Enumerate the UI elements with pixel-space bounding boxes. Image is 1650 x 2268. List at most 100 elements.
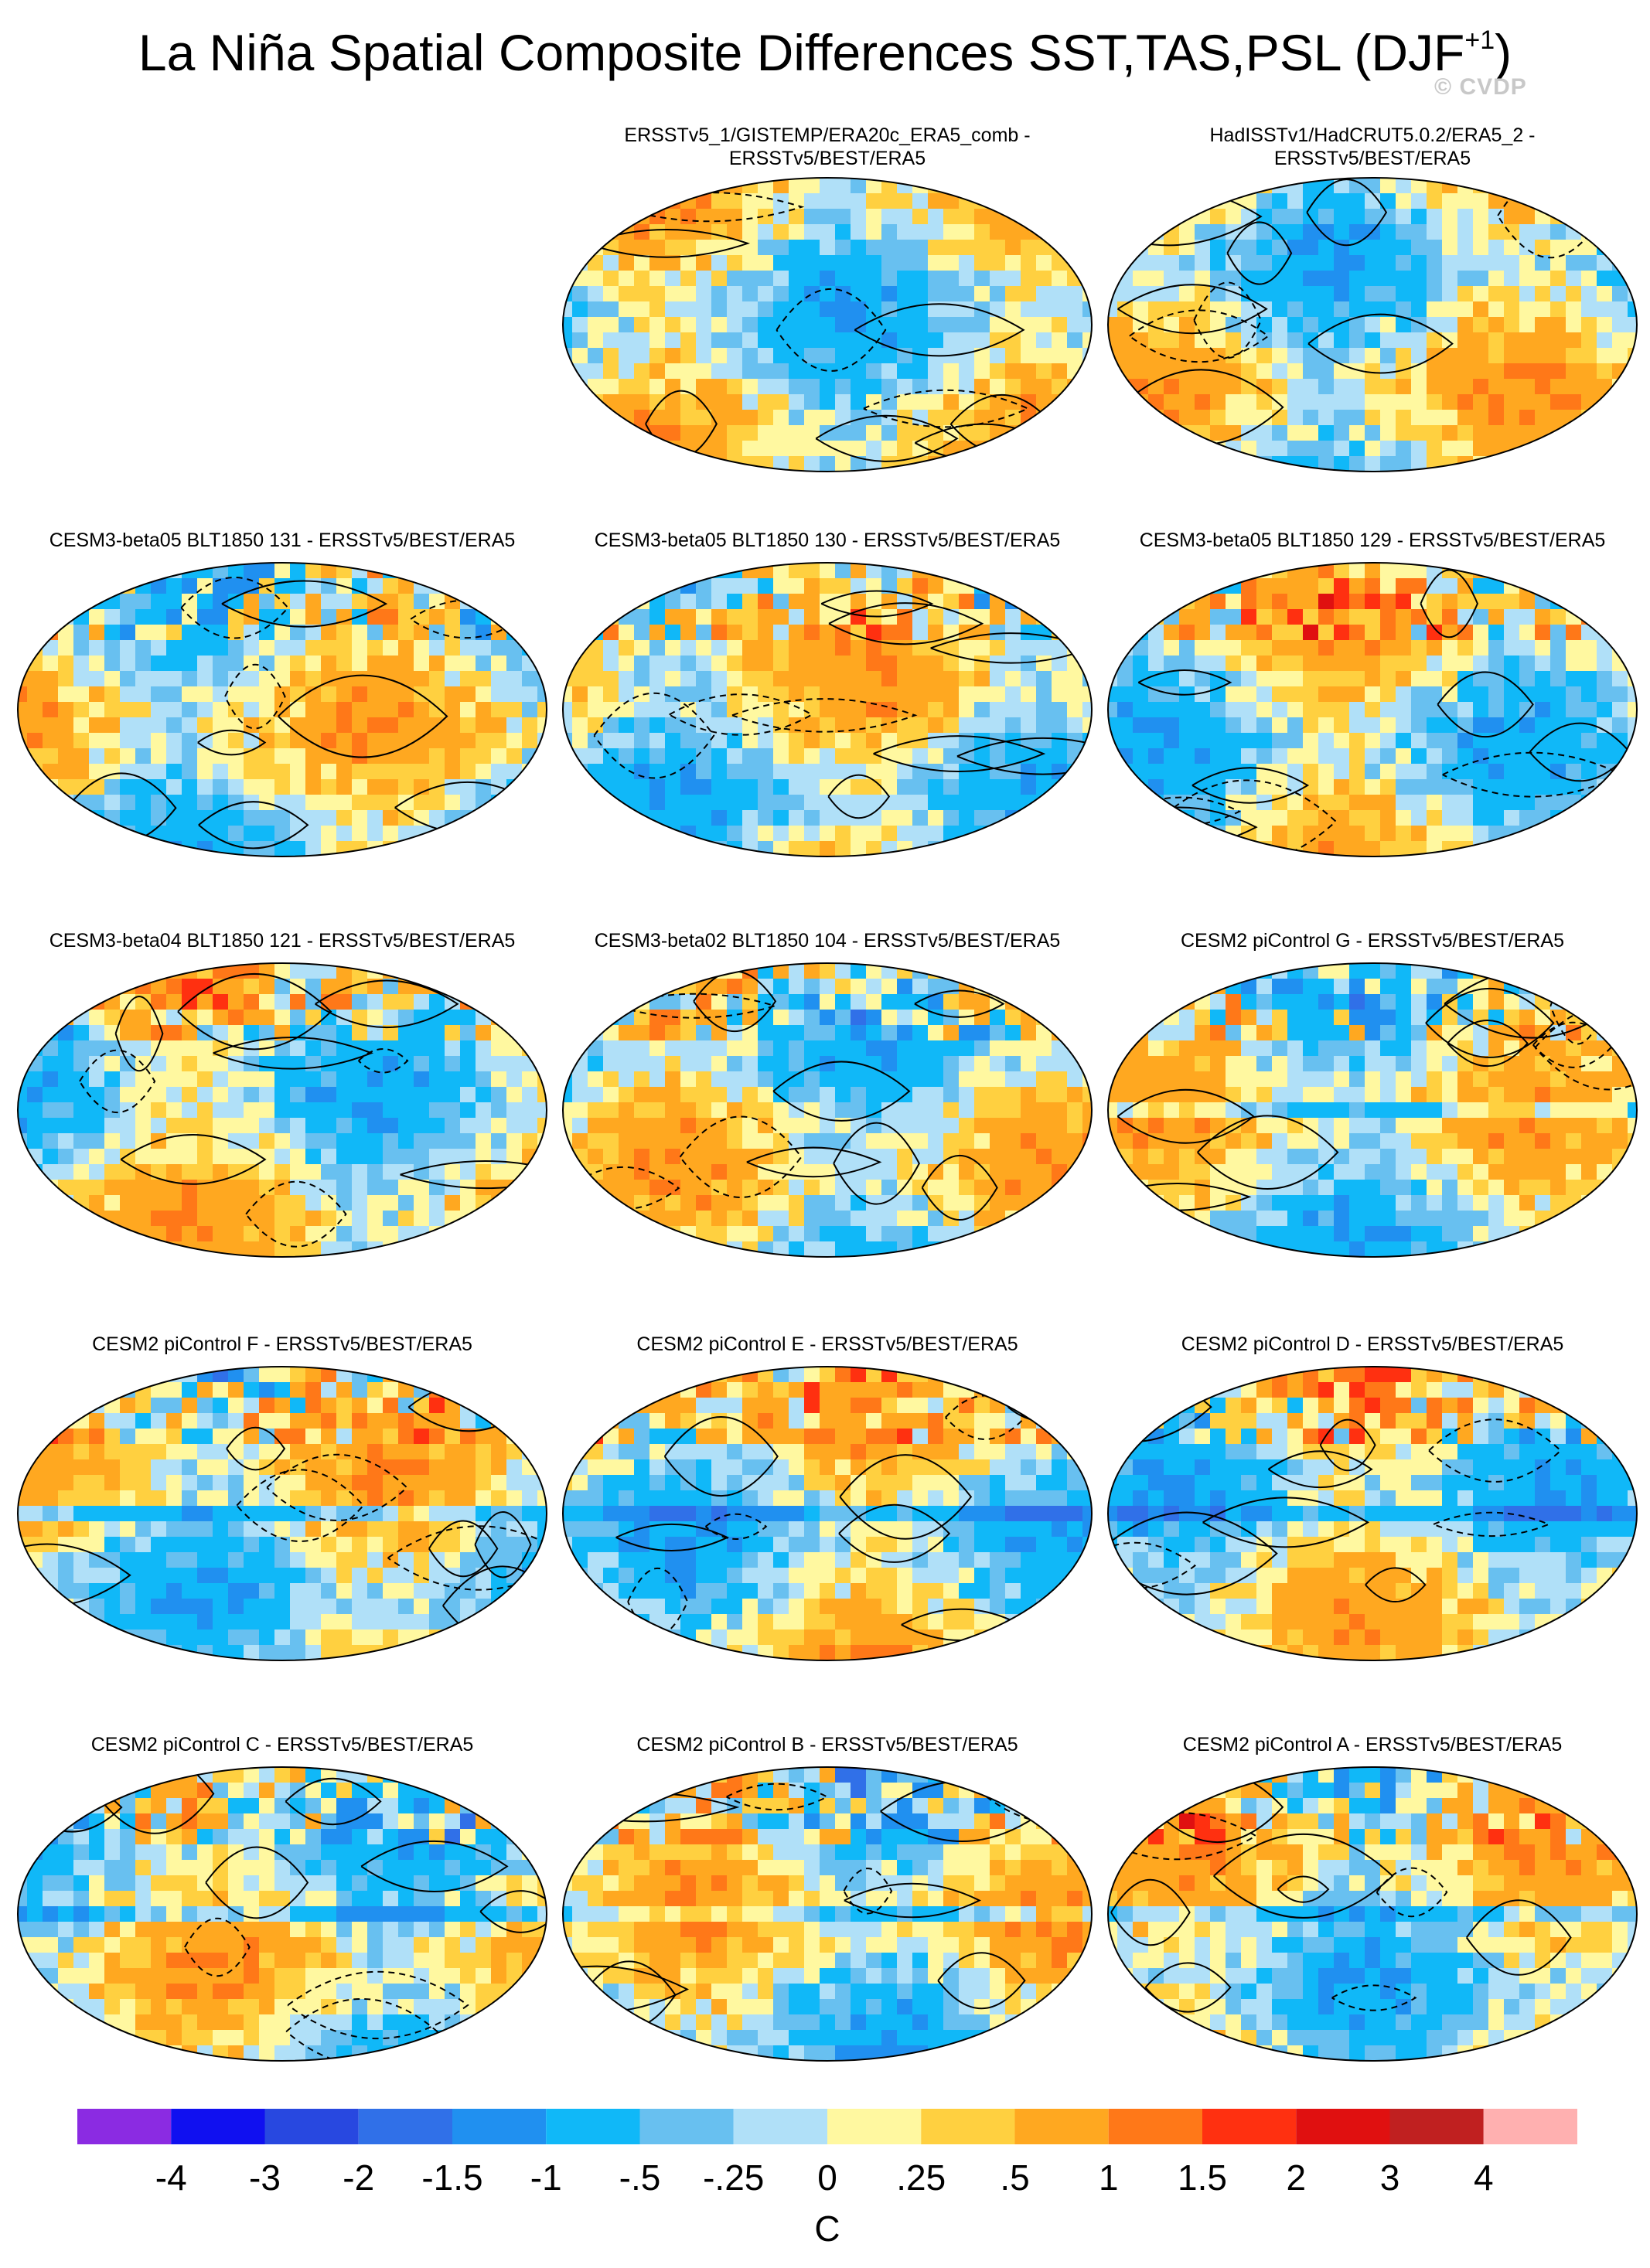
field-cell [1082, 578, 1092, 594]
field-cell [305, 1071, 322, 1088]
field-cell [649, 1133, 666, 1149]
field-cell [1612, 441, 1628, 457]
field-cell [711, 209, 728, 225]
field-cell [1005, 810, 1021, 826]
field-cell [1226, 841, 1242, 856]
field-cell [383, 640, 399, 656]
field-cell [259, 841, 275, 856]
field-cell [104, 1241, 121, 1257]
field-cell [321, 578, 337, 594]
field-cell [619, 1226, 635, 1242]
field-cell [897, 578, 913, 594]
field-cell [1148, 841, 1164, 856]
field-cell [603, 979, 619, 995]
field-cell [89, 609, 105, 625]
field-cell [1380, 1010, 1396, 1026]
field-cell [104, 1149, 121, 1165]
field-cell [460, 826, 476, 842]
field-cell [990, 1087, 1006, 1103]
field-cell [1148, 686, 1164, 703]
field-cell [789, 1025, 805, 1041]
field-cell [476, 671, 492, 687]
field-cell [1210, 594, 1226, 610]
field-cell [1519, 640, 1536, 656]
field-cell [414, 671, 430, 687]
field-cell [1036, 963, 1052, 979]
field-cell [1082, 640, 1092, 656]
field-cell [182, 1149, 198, 1165]
field-cell [943, 810, 960, 826]
field-cell [1272, 609, 1288, 625]
field-cell [1628, 625, 1637, 641]
field-cell [259, 826, 275, 842]
field-cell [182, 1087, 198, 1103]
field-cell [259, 1071, 275, 1088]
field-cell [619, 1040, 635, 1057]
field-cell [1519, 795, 1536, 811]
field-cell [928, 578, 944, 594]
field-cell [665, 1164, 681, 1180]
field-cell [820, 994, 836, 1010]
field-cell [104, 826, 121, 842]
field-cell [572, 1226, 588, 1242]
field-cell [213, 1195, 229, 1211]
field-cell [1005, 826, 1021, 842]
field-cell [974, 1040, 990, 1057]
field-cell [804, 1149, 820, 1165]
field-cell [1256, 209, 1273, 225]
field-cell [259, 686, 275, 703]
field-cell [1427, 178, 1443, 194]
field-cell [321, 1149, 337, 1165]
field-cell [18, 625, 28, 641]
chart-title: La Niña Spatial Composite Differences SS… [0, 22, 1650, 83]
field-cell [742, 363, 759, 380]
field-cell [1210, 733, 1226, 749]
field-cell [1117, 686, 1134, 703]
field-cell [336, 640, 353, 656]
field-cell [305, 810, 322, 826]
field-cell [835, 1241, 851, 1257]
field-cell [1411, 1010, 1427, 1026]
field-cell [1303, 810, 1319, 826]
field-cell [305, 1056, 322, 1072]
field-cell [336, 826, 353, 842]
field-cell [522, 1180, 538, 1196]
field-cell [151, 563, 167, 579]
field-cell [1442, 271, 1458, 287]
field-cell [213, 563, 229, 579]
field-cell [851, 841, 867, 856]
field-cell [1117, 625, 1134, 641]
field-cell [429, 1211, 445, 1227]
field-cell [1457, 379, 1474, 395]
field-cell [321, 1118, 337, 1134]
field-cell [1628, 193, 1637, 209]
field-cell [1504, 748, 1520, 765]
field-cell [1082, 286, 1092, 302]
field-cell [563, 1149, 573, 1165]
field-cell [1117, 209, 1134, 225]
field-cell [58, 1010, 74, 1026]
field-cell [1365, 1010, 1381, 1026]
field-cell [506, 841, 523, 856]
field-cell [773, 594, 789, 610]
field-cell [665, 1149, 681, 1165]
field-cell [696, 563, 712, 579]
field-cell [1021, 348, 1037, 364]
field-cell [1067, 348, 1083, 364]
field-cell [866, 1118, 882, 1134]
field-cell [414, 656, 430, 672]
field-cell [789, 209, 805, 225]
field-cell [228, 1241, 244, 1257]
field-cell [649, 224, 666, 240]
field-cell [1581, 656, 1597, 672]
field-cell [1612, 609, 1628, 625]
field-cell [773, 686, 789, 703]
field-cell [1628, 178, 1637, 194]
field-cell [244, 686, 260, 703]
field-cell [974, 410, 990, 426]
field-cell [27, 1133, 43, 1149]
field-cell [866, 1040, 882, 1057]
field-cell [1380, 563, 1396, 579]
field-cell [1473, 578, 1489, 594]
field-cell [182, 1118, 198, 1134]
